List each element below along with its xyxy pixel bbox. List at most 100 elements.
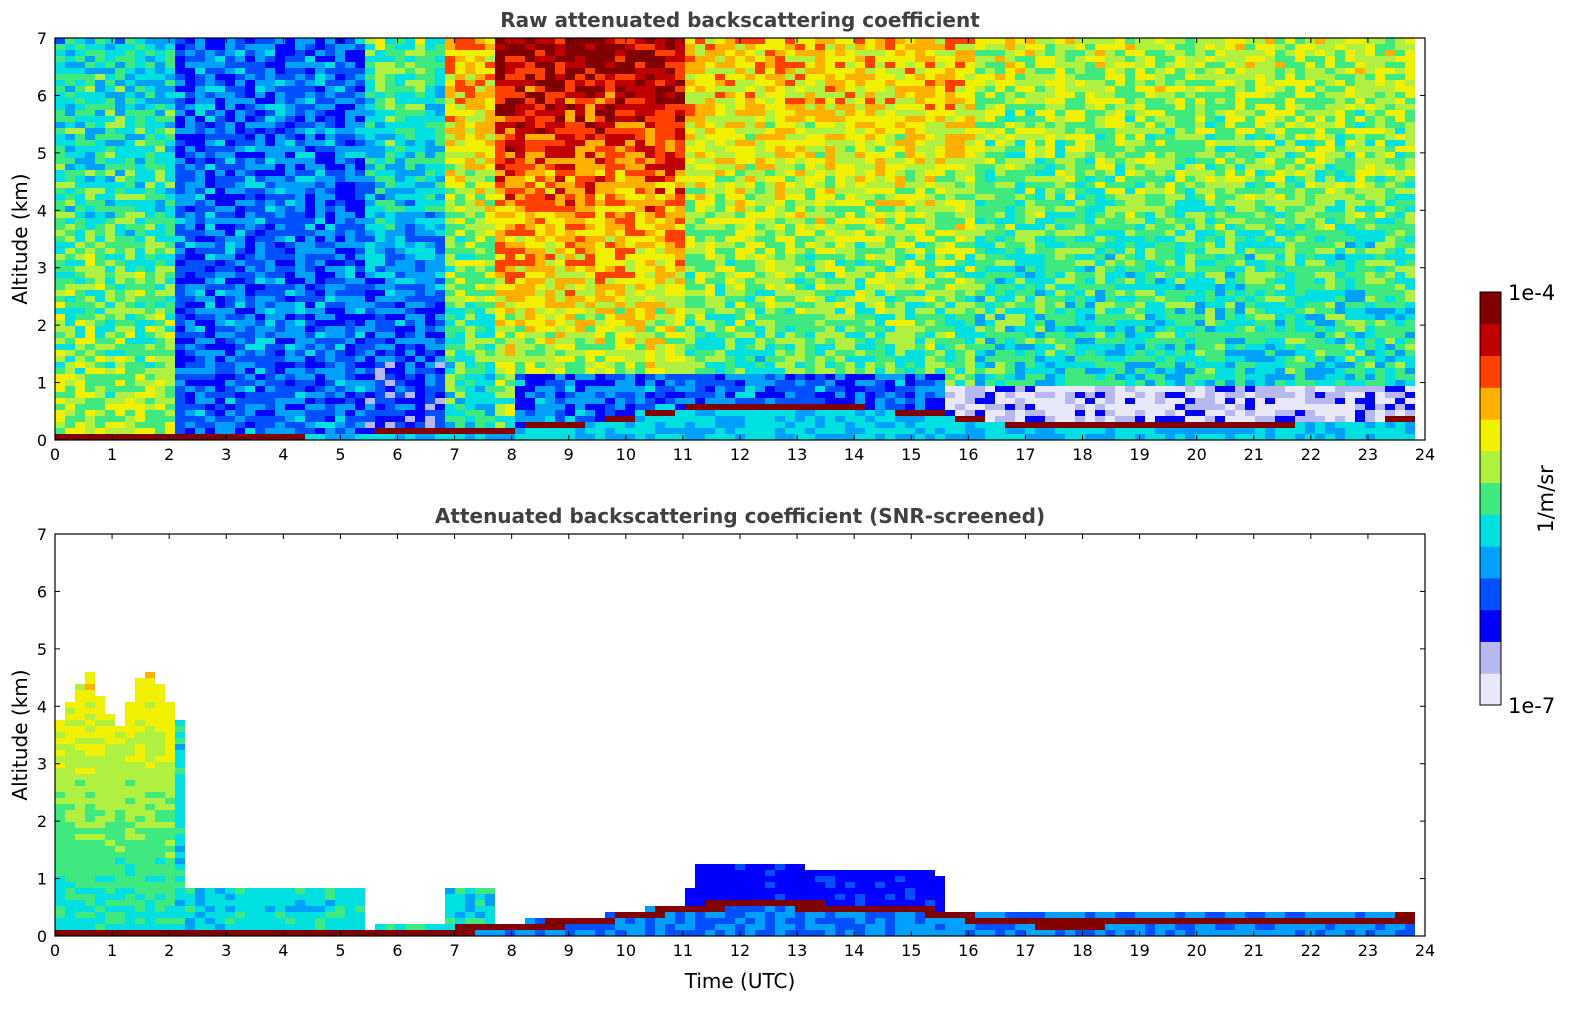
heat-cell bbox=[355, 368, 365, 374]
heat-cell bbox=[445, 224, 455, 230]
heat-cell bbox=[165, 140, 175, 146]
heat-cell bbox=[455, 356, 465, 362]
heat-cell bbox=[595, 146, 605, 152]
heat-cell bbox=[235, 116, 245, 122]
heat-cell bbox=[435, 158, 445, 164]
heat-cell bbox=[275, 284, 285, 290]
heat-cell bbox=[65, 332, 75, 338]
heat-cell bbox=[625, 56, 635, 62]
heat-cell bbox=[95, 314, 105, 320]
heat-cell bbox=[335, 302, 345, 308]
heat-cell bbox=[275, 38, 285, 44]
heat-cell bbox=[785, 158, 795, 164]
heat-cell bbox=[525, 56, 535, 62]
heat-cell bbox=[785, 266, 795, 272]
heat-cell bbox=[545, 134, 555, 140]
heat-cell bbox=[395, 434, 405, 440]
heat-cell bbox=[565, 200, 575, 206]
heat-cell bbox=[615, 326, 625, 332]
heat-cell bbox=[465, 92, 475, 98]
heat-cell bbox=[525, 188, 535, 194]
heat-cell bbox=[455, 176, 465, 182]
heat-cell bbox=[65, 434, 75, 440]
heat-cell bbox=[325, 416, 335, 422]
heat-cell bbox=[655, 140, 665, 146]
heat-cell bbox=[215, 272, 225, 278]
heat-cell bbox=[585, 182, 595, 188]
heat-cell bbox=[615, 404, 625, 410]
heat-cell bbox=[525, 338, 535, 344]
heat-cell bbox=[765, 428, 775, 434]
heat-cell bbox=[345, 146, 355, 152]
heat-cell bbox=[655, 416, 665, 422]
heat-cell bbox=[425, 278, 435, 284]
heat-cell bbox=[195, 254, 205, 260]
heat-cell bbox=[495, 50, 505, 56]
heat-cell bbox=[215, 134, 225, 140]
heat-cell bbox=[185, 164, 195, 170]
heat-cell bbox=[305, 74, 315, 80]
heat-cell bbox=[105, 374, 115, 380]
heat-cell bbox=[605, 278, 615, 284]
heat-cell bbox=[355, 98, 365, 104]
heat-cell bbox=[515, 224, 525, 230]
heat-cell bbox=[555, 212, 565, 218]
heat-cell bbox=[515, 386, 525, 392]
heat-cell bbox=[685, 410, 695, 416]
heat-cell bbox=[145, 140, 155, 146]
heat-cell bbox=[165, 188, 175, 194]
heat-cell bbox=[285, 422, 295, 428]
heat-cell bbox=[105, 194, 115, 200]
heat-cell bbox=[535, 272, 545, 278]
heat-cell bbox=[175, 314, 185, 320]
heat-cell bbox=[615, 350, 625, 356]
heat-cell bbox=[565, 152, 575, 158]
heat-cell bbox=[615, 116, 625, 122]
heat-cell bbox=[105, 86, 115, 92]
heat-cell bbox=[175, 74, 185, 80]
heat-cell bbox=[395, 98, 405, 104]
heat-cell bbox=[645, 296, 655, 302]
heat-cell bbox=[165, 104, 175, 110]
heat-cell bbox=[745, 320, 755, 326]
heat-cell bbox=[145, 92, 155, 98]
heat-cell bbox=[785, 224, 795, 230]
heat-cell bbox=[145, 188, 155, 194]
heat-cell bbox=[705, 230, 715, 236]
heat-cell bbox=[275, 278, 285, 284]
heat-cell bbox=[745, 392, 755, 398]
heat-cell bbox=[365, 134, 375, 140]
heat-cell bbox=[695, 116, 705, 122]
heat-cell bbox=[305, 116, 315, 122]
heat-cell bbox=[125, 134, 135, 140]
heat-cell bbox=[125, 200, 135, 206]
heat-cell bbox=[385, 194, 395, 200]
heat-cell bbox=[705, 410, 715, 416]
heat-cell bbox=[755, 398, 765, 404]
heat-cell bbox=[715, 62, 725, 68]
heat-cell bbox=[175, 404, 185, 410]
heat-cell bbox=[545, 182, 555, 188]
heat-cell bbox=[205, 428, 215, 434]
heat-cell bbox=[375, 230, 385, 236]
heat-cell bbox=[175, 134, 185, 140]
heat-cell bbox=[205, 206, 215, 212]
heat-cell bbox=[205, 434, 215, 440]
heat-cell bbox=[375, 272, 385, 278]
heat-cell bbox=[705, 320, 715, 326]
heat-cell bbox=[465, 302, 475, 308]
heat-cell bbox=[195, 176, 205, 182]
heat-cell bbox=[535, 74, 545, 80]
heat-cell bbox=[545, 38, 555, 44]
heat-cell bbox=[115, 212, 125, 218]
heat-cell bbox=[145, 320, 155, 326]
heat-cell bbox=[485, 248, 495, 254]
heat-cell bbox=[585, 260, 595, 266]
heat-cell bbox=[245, 50, 255, 56]
heat-cell bbox=[625, 380, 635, 386]
heat-cell bbox=[195, 392, 205, 398]
heat-cell bbox=[725, 278, 735, 284]
heat-cell bbox=[275, 182, 285, 188]
heat-cell bbox=[235, 374, 245, 380]
heat-cell bbox=[445, 122, 455, 128]
